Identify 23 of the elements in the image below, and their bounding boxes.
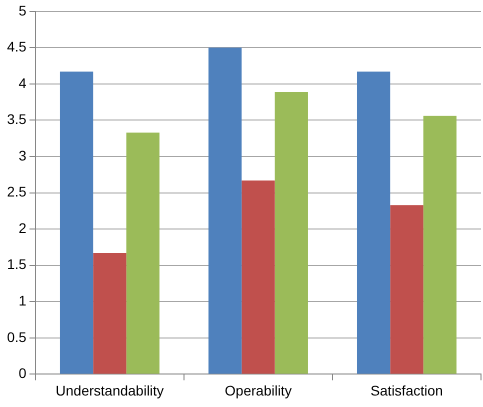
bar xyxy=(93,253,126,374)
bar xyxy=(390,205,424,374)
bar xyxy=(60,72,94,374)
y-tick-label: 3 xyxy=(18,147,27,164)
y-tick-label: 2.5 xyxy=(6,184,27,200)
bar xyxy=(242,180,275,374)
bar xyxy=(126,132,160,374)
y-tick-label: 3.5 xyxy=(6,111,27,128)
x-tick-label: Understandability xyxy=(56,382,164,398)
y-tick-label: 2 xyxy=(18,220,27,236)
y-tick-label: 5 xyxy=(18,2,27,18)
bar xyxy=(356,72,390,374)
x-tick-label: Operability xyxy=(224,382,292,398)
y-tick-label: 0 xyxy=(18,365,27,382)
y-tick-label: 4.5 xyxy=(6,38,27,55)
y-tick-label: 1.5 xyxy=(6,256,27,272)
x-tick-label: Satisfaction xyxy=(370,382,443,398)
y-tick-label: 4 xyxy=(18,74,27,91)
bar xyxy=(274,92,308,374)
bar xyxy=(423,116,456,374)
y-tick-label: 0.5 xyxy=(6,328,27,345)
y-tick-label: 1 xyxy=(18,292,27,308)
bar xyxy=(208,48,242,374)
